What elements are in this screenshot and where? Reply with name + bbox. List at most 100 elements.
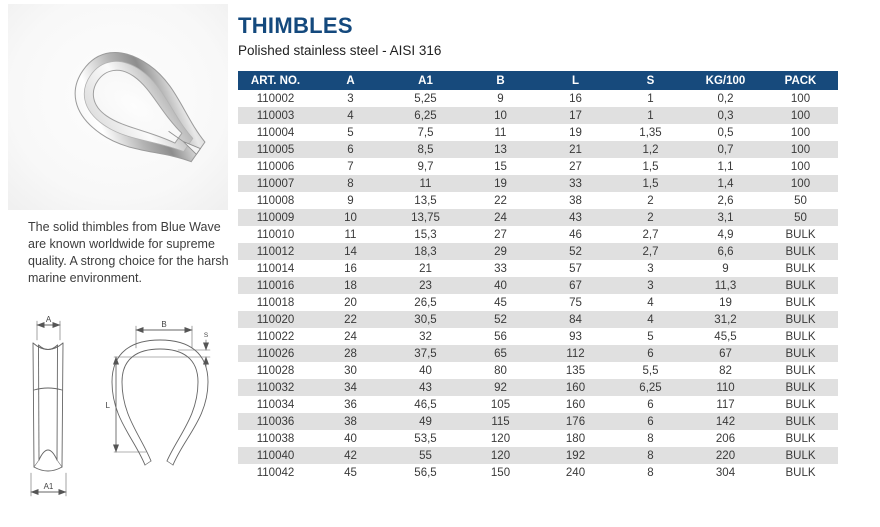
column-header: PACK	[763, 71, 838, 90]
table-row: 110040 42 55 120 192 8 220 BULK	[238, 447, 838, 464]
table-cell: 45	[344, 466, 357, 479]
table-cell: 56,5	[414, 466, 437, 479]
dim-label-b: B	[161, 320, 166, 329]
table-cell: 1,5	[642, 177, 659, 190]
table-cell: 50	[794, 194, 807, 207]
table-row: 110009 10 13,75 24 43 2 3,1 50	[238, 209, 838, 226]
table-cell: 18	[344, 279, 357, 292]
table-cell: 8	[647, 449, 654, 462]
table-cell: 28	[344, 347, 357, 360]
column-header: KG/100	[688, 71, 763, 90]
table-cell: 110038	[256, 432, 295, 445]
table-cell: 1,4	[717, 177, 734, 190]
table-cell: 11,3	[714, 279, 737, 292]
table-cell: 52	[494, 313, 507, 326]
table-cell: 57	[569, 262, 582, 275]
table-cell: 160	[565, 381, 586, 394]
table-cell: 16	[344, 262, 357, 275]
product-photo	[8, 4, 228, 210]
table-cell: 45	[494, 296, 507, 309]
dim-label-a1: A1	[44, 482, 54, 491]
table-cell: 115	[491, 415, 510, 428]
table-cell: 55	[419, 449, 432, 462]
table-cell: 0,5	[717, 126, 734, 139]
table-cell: 15,3	[414, 228, 437, 241]
table-cell: 49	[419, 415, 432, 428]
table-cell: 22	[494, 194, 507, 207]
table-row: 110010 11 15,3 27 46 2,7 4,9 BULK	[238, 226, 838, 243]
table-cell: BULK	[785, 415, 816, 428]
technical-drawing: A A1 B S L	[10, 310, 225, 522]
table-cell: 6,6	[717, 245, 734, 258]
table-cell: 150	[490, 466, 511, 479]
table-cell: 3,1	[717, 211, 734, 224]
table-cell: 6	[647, 347, 654, 360]
table-cell: 10	[494, 109, 507, 122]
table-cell: BULK	[785, 347, 816, 360]
table-cell: 32	[419, 330, 432, 343]
table-cell: 24	[494, 211, 507, 224]
column-header: A1	[388, 71, 463, 90]
table-cell: 110026	[256, 347, 295, 360]
table-cell: 110007	[256, 177, 295, 190]
table-cell: 120	[490, 449, 511, 462]
spec-table: ART. NO. A A1 B L S KG/100 PACK 110002 3 5,25 9 16 1…	[238, 71, 838, 481]
column-header: B	[463, 71, 538, 90]
table-cell: 33	[494, 262, 507, 275]
table-cell: BULK	[785, 466, 816, 479]
table-cell: 82	[719, 364, 732, 377]
table-cell: 8	[647, 466, 654, 479]
table-cell: 160	[565, 398, 586, 411]
table-cell: 40	[494, 279, 507, 292]
table-row: 110038 40 53,5 120 180 8 206 BULK	[238, 430, 838, 447]
table-cell: 21	[419, 262, 432, 275]
table-cell: 45,5	[714, 330, 737, 343]
table-cell: 4	[647, 296, 654, 309]
table-cell: 5,25	[414, 92, 437, 105]
table-cell: BULK	[785, 313, 816, 326]
table-cell: 110006	[256, 160, 295, 173]
table-cell: 46	[569, 228, 582, 241]
table-cell: 84	[569, 313, 582, 326]
table-cell: 31,2	[714, 313, 737, 326]
table-cell: 5	[647, 330, 654, 343]
table-cell: 6,25	[639, 381, 662, 394]
table-row: 110026 28 37,5 65 112 6 67 BULK	[238, 345, 838, 362]
table-cell: BULK	[785, 432, 816, 445]
page-title: THIMBLES	[238, 13, 353, 38]
table-cell: 5,5	[642, 364, 659, 377]
table-cell: 27	[494, 228, 507, 241]
table-cell: 37,5	[414, 347, 437, 360]
table-cell: 75	[569, 296, 582, 309]
table-cell: 43	[569, 211, 582, 224]
table-row: 110002 3 5,25 9 16 1 0,2 100	[238, 90, 838, 107]
table-cell: 110002	[256, 92, 295, 105]
table-cell: 9,7	[417, 160, 434, 173]
table-cell: 110020	[256, 313, 295, 326]
table-cell: 19	[494, 177, 507, 190]
table-cell: 110008	[256, 194, 295, 207]
column-header: S	[613, 71, 688, 90]
table-cell: 110032	[256, 381, 295, 394]
table-cell: 110012	[256, 245, 295, 258]
table-cell: BULK	[785, 449, 816, 462]
table-cell: 100	[790, 92, 811, 105]
table-cell: 29	[494, 245, 507, 258]
table-cell: 6	[647, 398, 654, 411]
table-cell: 4,9	[717, 228, 734, 241]
column-header: A	[313, 71, 388, 90]
column-header: ART. NO.	[238, 71, 313, 90]
table-cell: 110018	[256, 296, 295, 309]
thimble-photo-image	[8, 4, 228, 210]
table-row: 110014 16 21 33 57 3 9 BULK	[238, 260, 838, 277]
table-cell: 2,6	[717, 194, 734, 207]
table-cell: BULK	[785, 364, 816, 377]
table-cell: 24	[344, 330, 357, 343]
table-cell: 9	[722, 262, 729, 275]
table-cell: 67	[719, 347, 732, 360]
table-cell: 6,25	[414, 109, 437, 122]
table-cell: 110005	[256, 143, 295, 156]
table-cell: 13	[494, 143, 507, 156]
table-cell: 110004	[256, 126, 295, 139]
table-cell: 21	[569, 143, 582, 156]
